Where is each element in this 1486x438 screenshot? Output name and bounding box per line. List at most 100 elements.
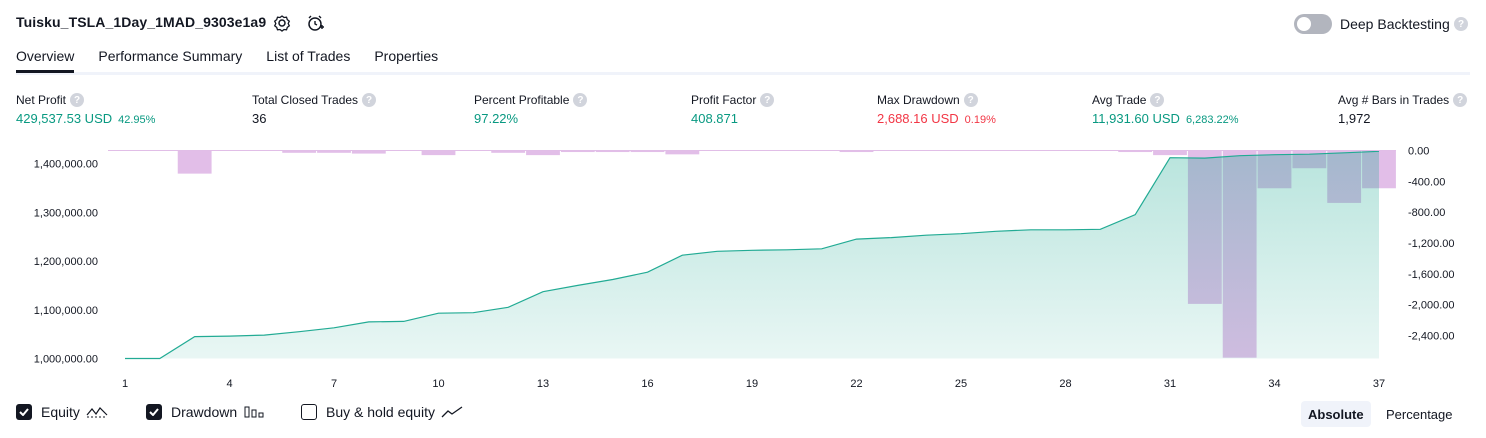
- drawdown-bar: [421, 150, 456, 156]
- metric-max-drawdown: Max Drawdown? 2,688.16 USD 0.19%: [877, 93, 996, 126]
- metric-label: Avg # Bars in Trades?: [1338, 93, 1468, 107]
- metric-avg-bars-in-trades: Avg # Bars in Trades? 1,972: [1338, 93, 1468, 126]
- drawdown-bar: [595, 150, 630, 153]
- x-axis-tick: 7: [331, 378, 337, 390]
- metric-value: 2,688.16 USD 0.19%: [877, 111, 996, 126]
- metric-value: 408.871: [691, 111, 774, 126]
- drawdown-bar: [839, 150, 874, 153]
- right-axis-tick: -1,200.00: [1408, 238, 1454, 250]
- metric-percent: 42.95%: [118, 114, 156, 126]
- drawdown-bars-icon: [244, 406, 264, 418]
- question-icon[interactable]: ?: [1454, 17, 1468, 31]
- metric-value: 36: [252, 111, 376, 126]
- metric-label: Total Closed Trades?: [252, 93, 377, 107]
- x-axis-tick: 25: [955, 378, 967, 390]
- info-icon[interactable]: ?: [760, 93, 775, 107]
- metric-value-text: 408.871: [691, 111, 738, 126]
- checkbox-drawdown[interactable]: [146, 404, 162, 420]
- metric-value: 1,972: [1338, 111, 1467, 126]
- right-axis-tick: -2,400.00: [1408, 331, 1454, 343]
- metric-percent-profitable: Percent Profitable? 97.22%: [474, 93, 588, 126]
- metric-value-text: 2,688.16 USD: [877, 111, 959, 126]
- equity-area: [125, 151, 1379, 359]
- info-icon[interactable]: ?: [362, 93, 377, 107]
- legend-equity-label: Equity: [41, 404, 80, 420]
- buy-hold-line-icon: [441, 406, 463, 418]
- metric-value-text: 1,972: [1338, 111, 1371, 126]
- x-axis-tick: 4: [226, 378, 232, 390]
- deep-backtesting-toggle[interactable]: [1294, 14, 1332, 34]
- metric-profit-factor: Profit Factor? 408.871: [691, 93, 775, 126]
- metric-avg-trade: Avg Trade? 11,931.60 USD 6,283.22%: [1092, 93, 1239, 126]
- left-axis-tick: 1,200,000.00: [34, 256, 98, 268]
- legend-buy-hold-label: Buy & hold equity: [326, 404, 435, 420]
- absolute-button[interactable]: Absolute: [1301, 401, 1371, 427]
- metric-label-text: Avg # Bars in Trades: [1338, 93, 1450, 107]
- equity-line: [125, 150, 1380, 360]
- info-icon[interactable]: ?: [963, 93, 978, 107]
- checkbox-equity[interactable]: [16, 404, 32, 420]
- right-axis-tick: -800.00: [1408, 207, 1445, 219]
- x-axis-tick: 34: [1268, 378, 1280, 390]
- metric-value-text: 36: [252, 111, 267, 126]
- metric-label-text: Max Drawdown: [877, 93, 960, 107]
- metric-percent: 0.19%: [964, 114, 996, 126]
- toggle-knob: [1297, 17, 1311, 31]
- deep-backtesting-label: Deep Backtesting: [1340, 16, 1450, 32]
- metric-label-text: Percent Profitable: [474, 93, 570, 107]
- metric-label-text: Total Closed Trades: [252, 93, 359, 107]
- info-icon[interactable]: ?: [1150, 93, 1165, 107]
- left-axis-tick: 1,100,000.00: [34, 305, 98, 317]
- metric-label-text: Avg Trade: [1092, 93, 1147, 107]
- metric-label: Max Drawdown?: [877, 93, 996, 107]
- equity-wave-icon: [86, 407, 108, 418]
- checkbox-buy-hold[interactable]: [301, 404, 317, 420]
- tab-properties[interactable]: Properties: [374, 48, 439, 64]
- metric-value-text: 429,537.53 USD: [16, 111, 113, 126]
- legend-buy-hold[interactable]: Buy & hold equity: [301, 404, 463, 420]
- x-axis-tick: 19: [746, 378, 758, 390]
- drawdown-bar: [351, 150, 386, 154]
- tab-list-of-trades[interactable]: List of Trades: [266, 48, 351, 64]
- x-axis-tick: 16: [641, 378, 653, 390]
- info-icon[interactable]: ?: [1453, 93, 1468, 107]
- strategy-name: Tuisku_TSLA_1Day_1MAD_9303e1a9: [16, 14, 267, 30]
- right-axis-tick: 0.00: [1408, 146, 1429, 158]
- tab-bar: Overview Performance Summary List of Tra…: [16, 48, 462, 73]
- drawdown-bar: [1118, 150, 1153, 153]
- x-axis-tick: 1: [122, 378, 128, 390]
- drawdown-bar: [282, 150, 317, 153]
- alarm-clock-icon[interactable]: [305, 13, 325, 33]
- metric-percent: 6,283.22%: [1185, 114, 1239, 126]
- metric-value-text: 97.22%: [474, 111, 519, 126]
- gear-icon[interactable]: [272, 13, 292, 33]
- left-axis-tick: 1,300,000.00: [34, 207, 98, 219]
- drawdown-bar: [665, 150, 700, 155]
- right-axis-tick: -2,000.00: [1408, 300, 1454, 312]
- x-axis-tick: 28: [1059, 378, 1071, 390]
- metric-label: Percent Profitable?: [474, 93, 588, 107]
- drawdown-bar: [1153, 150, 1187, 156]
- x-axis-tick: 13: [537, 378, 549, 390]
- info-icon[interactable]: ?: [573, 93, 588, 107]
- metric-value: 429,537.53 USD 42.95%: [16, 111, 155, 126]
- metric-value-text: 11,931.60 USD: [1092, 111, 1180, 126]
- metric-total-closed-trades: Total Closed Trades? 36: [252, 93, 377, 126]
- metric-label: Net Profit?: [16, 93, 155, 107]
- percentage-button[interactable]: Percentage: [1386, 406, 1453, 422]
- tab-overview[interactable]: Overview: [16, 48, 75, 73]
- metric-value: 97.22%: [474, 111, 587, 126]
- legend-drawdown[interactable]: Drawdown: [146, 404, 265, 420]
- right-axis-tick: -400.00: [1408, 176, 1445, 188]
- info-icon[interactable]: ?: [70, 93, 85, 107]
- right-axis-tick: -1,600.00: [1408, 269, 1454, 281]
- left-axis-tick: 1,400,000.00: [34, 159, 98, 171]
- drawdown-bar: [317, 150, 351, 153]
- legend-equity[interactable]: Equity: [16, 404, 108, 420]
- x-axis-tick: 22: [850, 378, 862, 390]
- metric-value: 11,931.60 USD 6,283.22%: [1092, 111, 1239, 126]
- metric-label: Profit Factor?: [691, 93, 775, 107]
- equity-chart: 1,400,000.00 1,300,000.00 1,200,000.00 1,10…: [34, 146, 1455, 391]
- tab-performance-summary[interactable]: Performance Summary: [98, 48, 243, 64]
- drawdown-bar: [630, 150, 665, 153]
